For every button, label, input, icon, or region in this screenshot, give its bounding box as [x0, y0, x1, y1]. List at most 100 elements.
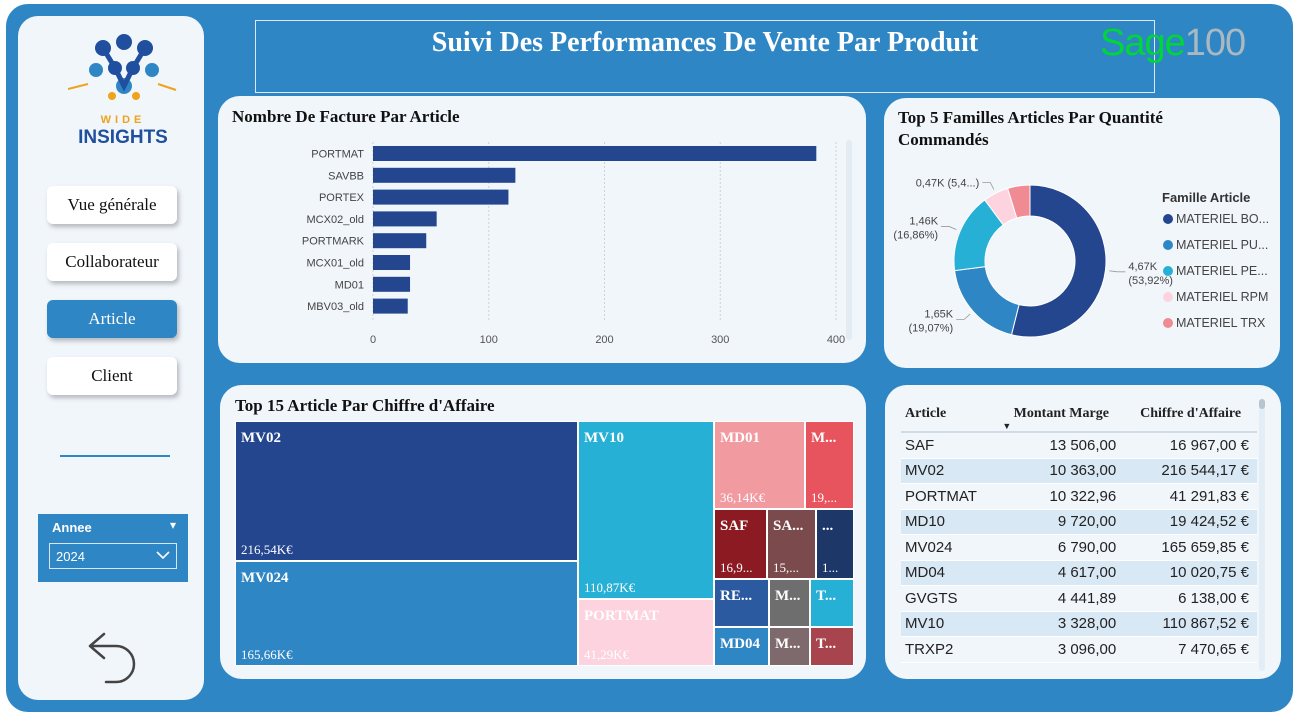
bar-portmark[interactable]: [373, 233, 427, 249]
treemap-tile[interactable]: PORTMAT 41,29K€: [578, 599, 714, 666]
y-tick-label: PORTEX: [319, 192, 365, 204]
year-dropdown[interactable]: 2024: [49, 543, 177, 569]
cell-chiffre-affaire: 216 544,17 €: [1124, 458, 1257, 484]
chevron-down-icon[interactable]: [156, 548, 170, 565]
table-row[interactable]: SAF 13 506,00 16 967,00 €: [901, 432, 1257, 459]
slicer-collapse-icon[interactable]: ▾: [169, 518, 176, 532]
treemap-tile[interactable]: MV024 165,66K€: [235, 561, 578, 666]
nav-client-button[interactable]: Client: [47, 357, 177, 395]
legend-entry[interactable]: MATERIEL RPM: [1176, 290, 1268, 304]
donut-slice[interactable]: [954, 266, 1020, 336]
treemap-tile-name: T...: [816, 636, 837, 652]
bar-mbv03_old[interactable]: [373, 298, 408, 314]
bar-mcx02_old[interactable]: [373, 211, 437, 227]
treemap-tile[interactable]: RE...: [714, 579, 769, 627]
treemap-tile-name: PORTMAT: [584, 608, 660, 624]
scrollbar-thumb[interactable]: [1259, 399, 1265, 409]
treemap-tile[interactable]: ... 1...: [816, 509, 854, 579]
bar-mcx01_old[interactable]: [373, 255, 411, 270]
y-tick-label: PORTMARK: [302, 236, 365, 248]
slice-leader-line: [1109, 270, 1126, 273]
table-row[interactable]: MV10 3 328,00 110 867,52 €: [901, 611, 1257, 637]
treemap-tile[interactable]: MD01 36,14K€: [714, 421, 805, 509]
treemap-tile[interactable]: MV10 110,87K€: [578, 421, 714, 599]
bar-chart-title: Nombre De Facture Par Article: [232, 107, 460, 126]
col-article[interactable]: Article: [901, 397, 999, 433]
table-panel: Article Montant Marge ▼ Chiffre d'Affaire…: [885, 385, 1281, 679]
legend-entry[interactable]: MATERIEL TRX: [1176, 316, 1266, 330]
treemap-tile-value: 1...: [822, 560, 839, 575]
back-arrow-icon[interactable]: [84, 628, 144, 688]
treemap-tile-value: 110,87K€: [584, 580, 636, 595]
legend-entry[interactable]: MATERIEL BO...: [1176, 212, 1269, 226]
x-tick-label: 400: [827, 334, 845, 346]
slice-value-label: 1,46K: [909, 215, 938, 227]
slice-leader-line: [941, 226, 957, 230]
treemap-tile-value: 41,29K€: [584, 647, 630, 662]
cell-chiffre-affaire: 165 659,85 €: [1124, 534, 1257, 561]
legend-swatch: [1163, 318, 1173, 328]
treemap-tile[interactable]: M...: [769, 579, 810, 627]
y-tick-label: MCX02_old: [307, 214, 364, 226]
col-montant-marge-label: Montant Marge: [1013, 406, 1109, 421]
nav-article-button[interactable]: Article: [47, 300, 177, 338]
bar-chart-scrollbar[interactable]: [846, 140, 852, 340]
slice-value-label: 4,67K: [1128, 261, 1157, 273]
legend-entry[interactable]: MATERIEL PE...: [1176, 264, 1268, 278]
cell-article: GVGTS: [901, 585, 999, 612]
treemap-tile-name: SA...: [773, 518, 804, 534]
cell-article: SAF: [901, 432, 999, 459]
bar-savbb[interactable]: [373, 167, 516, 183]
cell-article: TRXP2: [901, 636, 999, 663]
table-row[interactable]: TRXP2 3 096,00 7 470,65 €: [901, 636, 1257, 663]
treemap-tile[interactable]: T...: [810, 579, 854, 627]
sage-logo-main: Sage: [1100, 22, 1186, 64]
x-tick-label: 300: [711, 334, 729, 346]
treemap-panel: Top 15 Article Par Chiffre d'Affaire MV0…: [220, 385, 866, 679]
nav-collaborateur-button[interactable]: Collaborateur: [47, 243, 177, 281]
table-row[interactable]: GVGTS 4 441,89 6 138,00 €: [901, 585, 1257, 612]
table-row[interactable]: MV02 10 363,00 216 544,17 €: [901, 458, 1257, 484]
treemap-tile[interactable]: MV02 216,54K€: [235, 421, 578, 561]
donut-chart-panel: Top 5 Familles Articles Par Quantité Com…: [884, 98, 1280, 368]
table-row[interactable]: MD04 4 617,00 10 020,75 €: [901, 560, 1257, 586]
donut-slice[interactable]: [1007, 184, 1031, 219]
donut-chart-title: Top 5 Familles Articles Par Quantité Com…: [898, 108, 1163, 149]
cell-montant-marge: 10 322,96: [998, 483, 1125, 510]
donut-slice[interactable]: [1010, 184, 1107, 338]
legend-swatch: [1163, 266, 1173, 276]
bar-portex[interactable]: [373, 189, 509, 205]
cell-montant-marge: 3 096,00: [998, 636, 1125, 663]
cell-article: MV024: [901, 534, 999, 561]
legend-swatch: [1163, 240, 1173, 250]
table-row[interactable]: PORTMAT 10 322,96 41 291,83 €: [901, 483, 1257, 510]
treemap-tile-value: 16,9...: [720, 560, 753, 575]
page-title: Suivi Des Performances De Vente Par Prod…: [431, 27, 979, 58]
treemap-tile[interactable]: M...: [769, 627, 810, 666]
treemap-tile-value: 36,14K€: [720, 490, 766, 505]
treemap-tile-value: 216,54K€: [241, 542, 293, 557]
legend-entry[interactable]: MATERIEL PU...: [1176, 238, 1268, 252]
cell-chiffre-affaire: 19 424,52 €: [1124, 509, 1257, 535]
nav-vue-generale-button[interactable]: Vue générale: [47, 186, 177, 224]
year-slicer[interactable]: Annee ▾ 2024: [38, 514, 188, 582]
bar-md01[interactable]: [373, 276, 411, 292]
treemap-tile-name: MD04: [720, 636, 760, 652]
slice-value-label: 0,47K (5,4...): [916, 177, 980, 189]
bar-portmat[interactable]: [373, 146, 817, 161]
table-row[interactable]: MD10 9 720,00 19 424,52 €: [901, 509, 1257, 535]
col-montant-marge[interactable]: Montant Marge ▼: [998, 397, 1125, 433]
slice-value-label: 1,65K: [924, 308, 953, 320]
treemap-tile[interactable]: M... 19,...: [805, 421, 854, 509]
cell-montant-marge: 4 441,89: [998, 585, 1125, 612]
sidebar: WIDE INSIGHTS Vue générale Collaborateur…: [18, 16, 204, 700]
treemap-tile[interactable]: MD04: [714, 627, 769, 666]
cell-montant-marge: 4 617,00: [998, 560, 1125, 586]
table-row[interactable]: MV024 6 790,00 165 659,85 €: [901, 534, 1257, 561]
col-chiffre-affaire[interactable]: Chiffre d'Affaire: [1124, 397, 1257, 433]
table-scrollbar[interactable]: [1259, 399, 1265, 671]
treemap-chart: MV02 216,54K€ MV024 165,66K€ MV10 110,87K€ POR…: [235, 421, 855, 666]
treemap-tile[interactable]: T...: [810, 627, 854, 666]
treemap-tile[interactable]: SA... 15,...: [767, 509, 816, 579]
treemap-tile[interactable]: SAF 16,9...: [714, 509, 767, 579]
